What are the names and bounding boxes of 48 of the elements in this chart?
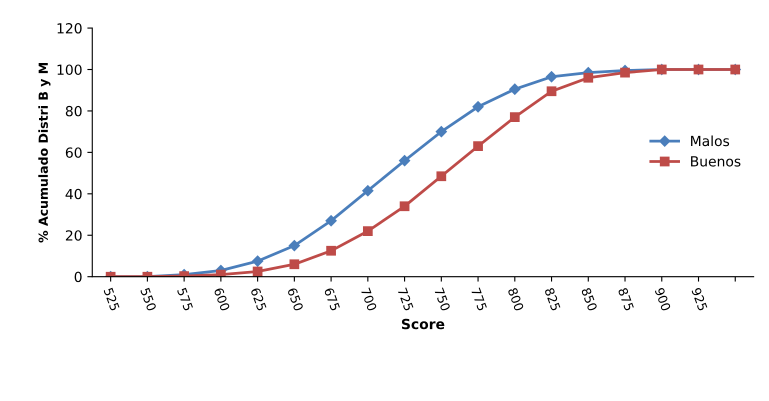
y-tick-label: 40 bbox=[66, 188, 82, 200]
point bbox=[288, 240, 300, 252]
x-tick-label: 575 bbox=[176, 287, 194, 312]
x-tick-label: 925 bbox=[691, 287, 708, 312]
legend-label: Malos bbox=[691, 135, 730, 146]
x-tick-label: 525 bbox=[103, 287, 120, 312]
y-tick-label: 120 bbox=[58, 23, 82, 34]
x-axis-title: Score bbox=[402, 318, 444, 330]
point bbox=[620, 68, 630, 78]
point bbox=[326, 246, 336, 256]
point bbox=[436, 171, 446, 182]
point bbox=[546, 71, 558, 82]
y-tick-label: 20 bbox=[66, 230, 82, 241]
x-tick-label: 800 bbox=[508, 287, 524, 312]
x-tick-label: 825 bbox=[544, 287, 561, 312]
y-tick-label: 60 bbox=[66, 147, 82, 158]
legend-label: Buenos bbox=[691, 156, 740, 167]
y-tick-label: 0 bbox=[74, 272, 82, 282]
point bbox=[252, 266, 262, 276]
point bbox=[252, 256, 264, 267]
x-tick-label: 600 bbox=[214, 287, 230, 312]
x-tick-label: 650 bbox=[287, 287, 304, 312]
y-tick-label: 80 bbox=[66, 106, 82, 116]
point bbox=[546, 86, 556, 96]
point bbox=[510, 112, 520, 122]
x-tick-label: 850 bbox=[581, 287, 598, 312]
point bbox=[362, 226, 373, 236]
point bbox=[473, 141, 483, 152]
y-axis-title: % Acumulado Distri B y M bbox=[38, 62, 50, 243]
point bbox=[398, 155, 410, 166]
x-tick-label: 725 bbox=[397, 287, 414, 312]
point bbox=[583, 72, 594, 83]
y-tick-label: 100 bbox=[58, 64, 82, 75]
point bbox=[289, 259, 300, 270]
x-tick-label: 625 bbox=[250, 287, 267, 312]
x-tick-label: 875 bbox=[618, 287, 634, 312]
x-tick-label: 700 bbox=[360, 287, 378, 312]
x-tick-label: 775 bbox=[470, 288, 488, 312]
x-tick-label: 900 bbox=[654, 287, 672, 312]
point bbox=[362, 185, 374, 196]
point bbox=[472, 101, 484, 112]
point bbox=[509, 84, 520, 95]
point bbox=[436, 126, 447, 138]
x-tick-label: 675 bbox=[324, 287, 340, 312]
x-tick-label: 750 bbox=[434, 287, 451, 312]
x-tick-label: 550 bbox=[140, 287, 157, 312]
point bbox=[400, 201, 410, 212]
point bbox=[325, 215, 337, 226]
